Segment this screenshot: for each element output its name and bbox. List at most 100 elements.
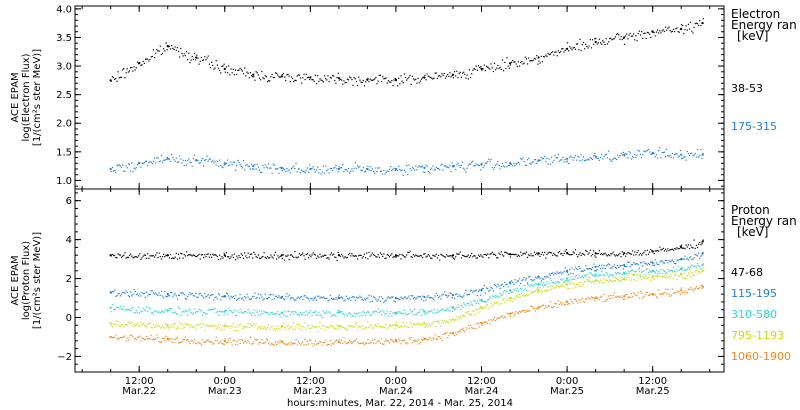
scatter-dot <box>169 160 172 162</box>
scatter-dot <box>613 264 615 266</box>
scatter-dot <box>147 338 149 340</box>
scatter-dot <box>652 274 654 276</box>
scatter-dot <box>646 278 648 280</box>
scatter-dot <box>447 166 449 168</box>
scatter-dot <box>114 323 116 325</box>
scatter-dot <box>614 266 616 269</box>
x-tick-label: Mar.24 <box>379 386 413 397</box>
scatter-dot <box>361 342 363 344</box>
scatter-dot <box>439 259 441 261</box>
scatter-dot <box>537 254 539 256</box>
scatter-dot <box>506 299 508 301</box>
scatter-dot <box>513 283 515 286</box>
scatter-dot <box>455 293 457 296</box>
scatter-dot <box>240 69 242 71</box>
scatter-dot <box>212 253 214 255</box>
scatter-dot <box>626 33 628 35</box>
scatter-dot <box>524 279 526 281</box>
scatter-dot <box>459 166 461 168</box>
scatter-dot <box>484 307 486 309</box>
scatter-dot <box>581 297 583 299</box>
scatter-dot <box>232 312 234 314</box>
scatter-dot <box>570 299 572 301</box>
scatter-dot <box>410 256 412 258</box>
scatter-dot <box>321 80 323 82</box>
scatter-dot <box>495 294 497 296</box>
scatter-dot <box>297 74 299 76</box>
scatter-dot <box>124 324 126 326</box>
scatter-dot <box>136 293 139 295</box>
scatter-dot <box>440 309 442 311</box>
scatter-dot <box>515 254 517 256</box>
scatter-dot <box>272 163 274 165</box>
scatter-dot <box>572 278 574 280</box>
scatter-dot <box>682 157 684 159</box>
scatter-dot <box>565 249 567 251</box>
scatter-dot <box>226 325 229 328</box>
scatter-dot <box>541 251 543 254</box>
scatter-dot <box>404 342 407 345</box>
scatter-dot <box>664 155 667 158</box>
data-point <box>565 277 569 280</box>
scatter-dot <box>528 57 530 59</box>
scatter-dot <box>609 38 611 40</box>
scatter-dot <box>375 167 377 169</box>
scatter-dot <box>143 339 145 341</box>
scatter-dot <box>532 280 534 282</box>
scatter-dot <box>416 313 418 315</box>
scatter-dot <box>241 297 244 299</box>
scatter-dot <box>374 310 376 313</box>
scatter-dot <box>612 158 614 160</box>
scatter-dot <box>382 343 384 345</box>
scatter-dot <box>587 296 589 299</box>
scatter-dot <box>611 274 613 276</box>
scatter-dot <box>258 310 261 312</box>
scatter-dot <box>652 31 654 33</box>
scatter-dot <box>292 343 294 345</box>
scatter-dot <box>174 46 176 48</box>
scatter-dot <box>155 338 157 340</box>
scatter-dot <box>378 325 380 327</box>
scatter-dot <box>229 309 231 312</box>
scatter-dot <box>496 67 498 69</box>
scatter-dot <box>625 273 627 275</box>
scatter-dot <box>581 285 583 287</box>
scatter-dot <box>190 324 192 326</box>
scatter-dot <box>412 314 415 316</box>
scatter-dot <box>440 298 442 300</box>
scatter-dot <box>147 253 149 255</box>
scatter-dot <box>253 341 255 343</box>
scatter-dot <box>142 162 144 165</box>
scatter-dot <box>184 322 186 324</box>
scatter-dot <box>447 336 449 339</box>
scatter-dot <box>400 312 402 314</box>
scatter-dot <box>401 169 403 171</box>
scatter-dot <box>531 279 533 281</box>
scatter-dot <box>229 298 231 300</box>
scatter-dot <box>349 297 351 299</box>
scatter-dot <box>612 265 614 268</box>
scatter-dot <box>437 320 440 322</box>
scatter-dot <box>443 72 445 75</box>
scatter-dot <box>200 56 202 59</box>
scatter-dot <box>222 325 224 327</box>
scatter-dot <box>214 325 216 327</box>
scatter-dot <box>679 268 681 271</box>
scatter-dot <box>232 161 234 163</box>
scatter-dot <box>415 165 417 167</box>
scatter-dot <box>522 157 524 159</box>
scatter-dot <box>612 280 614 282</box>
scatter-dot <box>687 288 689 290</box>
scatter-dot <box>648 251 651 253</box>
scatter-dot <box>294 299 296 302</box>
scatter-dot <box>643 261 645 263</box>
scatter-dot <box>406 322 408 324</box>
scatter-dot <box>143 324 145 327</box>
scatter-dot <box>262 327 264 329</box>
scatter-dot <box>252 75 254 78</box>
scatter-dot <box>232 323 234 325</box>
scatter-dot <box>149 293 151 296</box>
scatter-dot <box>277 325 279 327</box>
scatter-dot <box>607 150 610 152</box>
scatter-dot <box>344 169 346 171</box>
